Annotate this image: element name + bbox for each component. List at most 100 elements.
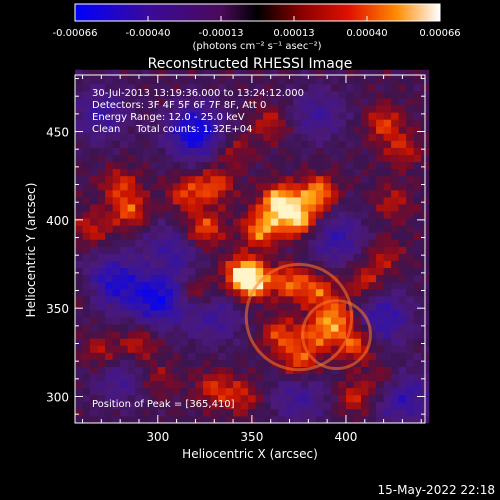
heatmap-cell <box>376 140 385 148</box>
heatmap-cell <box>285 302 294 311</box>
heatmap-cell <box>248 119 257 127</box>
heatmap-cell <box>338 76 347 85</box>
heatmap-cell <box>218 352 227 360</box>
heatmap-cell <box>406 161 415 170</box>
heatmap-cell <box>105 90 114 99</box>
heatmap-cell <box>127 366 136 375</box>
heatmap-cell <box>391 154 400 163</box>
heatmap-cell <box>353 380 362 389</box>
heatmap-cell <box>406 76 415 85</box>
heatmap-cell <box>391 331 400 339</box>
heatmap-cell <box>218 415 227 424</box>
heatmap-cell <box>391 119 400 127</box>
heatmap-cell <box>293 401 302 410</box>
heatmap-cell <box>278 380 287 389</box>
heatmap-cell <box>142 394 151 403</box>
heatmap-cell <box>233 225 242 233</box>
heatmap-cell <box>255 387 264 396</box>
heatmap-cell <box>398 302 407 311</box>
heatmap-cell <box>105 161 114 170</box>
heatmap-cell <box>218 302 227 311</box>
heatmap-cell <box>165 76 174 85</box>
heatmap-cell <box>353 309 362 318</box>
heatmap-cell <box>240 352 249 360</box>
heatmap-cell <box>187 90 196 99</box>
heatmap-cell <box>338 260 347 269</box>
heatmap-cell <box>165 154 174 163</box>
heatmap-cell <box>75 380 84 389</box>
heatmap-cell <box>315 281 324 290</box>
heatmap-cell <box>406 203 415 212</box>
heatmap-cell <box>391 232 400 240</box>
heatmap-cell <box>391 83 400 92</box>
heatmap-cell <box>278 309 287 318</box>
heatmap-cell <box>142 147 151 155</box>
heatmap-cell <box>376 175 385 184</box>
heatmap-cell <box>406 83 415 92</box>
heatmap-cell <box>233 97 242 106</box>
heatmap-cell <box>323 126 332 134</box>
heatmap-cell <box>323 253 332 261</box>
heatmap-cell <box>353 161 362 170</box>
heatmap-cell <box>112 90 121 99</box>
heatmap-cell <box>202 225 211 233</box>
heatmap-cell <box>391 345 400 353</box>
heatmap-cell <box>345 196 354 205</box>
heatmap-cell <box>353 295 362 304</box>
emission-ring <box>301 299 372 371</box>
heatmap-cell <box>398 239 407 247</box>
heatmap-cell <box>225 295 234 304</box>
heatmap-cell <box>97 196 106 205</box>
heatmap-cell <box>112 345 121 353</box>
heatmap-cell <box>248 133 257 141</box>
heatmap-cell <box>240 196 249 205</box>
heatmap-cell <box>270 295 279 304</box>
heatmap-cell <box>120 380 129 389</box>
heatmap-cell <box>398 253 407 261</box>
heatmap-cell <box>338 317 347 325</box>
heatmap-cell <box>406 97 415 106</box>
heatmap-cell <box>172 126 181 134</box>
heatmap-cell <box>263 380 272 389</box>
heatmap-cell <box>202 182 211 191</box>
heatmap-cell <box>270 126 279 134</box>
heatmap-cell <box>195 69 204 78</box>
heatmap-cell <box>82 218 91 226</box>
heatmap-cell <box>135 267 144 276</box>
heatmap-cell <box>308 246 317 254</box>
heatmap-cell <box>413 394 422 403</box>
heatmap-cell <box>413 302 422 311</box>
heatmap-cell <box>300 359 309 367</box>
heatmap-cell <box>308 345 317 353</box>
heatmap-cell <box>150 126 159 134</box>
heatmap-cell <box>413 295 422 304</box>
heatmap-cell <box>391 267 400 276</box>
heatmap-cell <box>225 309 234 318</box>
heatmap-cell <box>248 345 257 353</box>
heatmap-cell <box>165 225 174 233</box>
heatmap-cell <box>225 246 234 254</box>
heatmap-cell <box>406 133 415 141</box>
heatmap-cell <box>368 119 377 127</box>
heatmap-cell <box>120 225 129 233</box>
heatmap-cell <box>330 288 339 297</box>
heatmap-cell <box>135 140 144 148</box>
heatmap-cell <box>165 288 174 297</box>
heatmap-cell <box>75 175 84 184</box>
heatmap-cell <box>105 140 114 148</box>
heatmap-cell <box>105 415 114 424</box>
heatmap-cell <box>383 112 392 120</box>
heatmap-cell <box>135 373 144 382</box>
heatmap-cell <box>293 112 302 120</box>
heatmap-cell <box>75 345 84 353</box>
heatmap-cell <box>218 380 227 389</box>
heatmap-cell <box>97 112 106 120</box>
heatmap-cell <box>383 366 392 375</box>
heatmap-cell <box>127 253 136 261</box>
colorbar-tick-label: -0.00013 <box>199 28 244 39</box>
heatmap-cell <box>361 260 370 269</box>
heatmap-cell <box>165 408 174 417</box>
heatmap-cell <box>202 239 211 247</box>
heatmap-cell <box>120 260 129 269</box>
